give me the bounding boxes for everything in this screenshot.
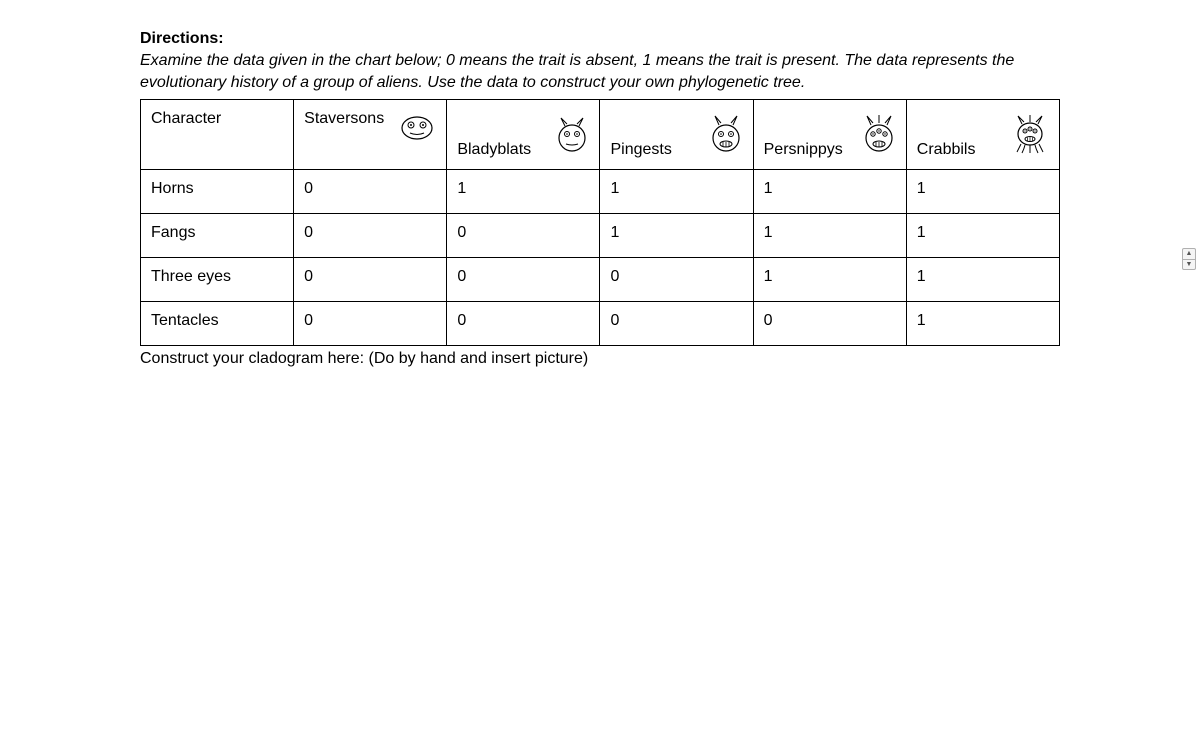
trait-value: 0 bbox=[600, 258, 753, 302]
column-label: Character bbox=[151, 110, 221, 128]
trait-value: 1 bbox=[600, 170, 753, 214]
trait-value: 0 bbox=[753, 302, 906, 346]
header-cell-character: Character bbox=[141, 100, 294, 170]
trait-value: 0 bbox=[600, 302, 753, 346]
pingests-icon bbox=[709, 114, 743, 159]
bladyblats-icon bbox=[555, 116, 589, 159]
trait-value: 0 bbox=[447, 258, 600, 302]
crabbils-icon bbox=[1011, 114, 1049, 159]
trait-value: 1 bbox=[906, 214, 1059, 258]
trait-value: 0 bbox=[294, 214, 447, 258]
column-label: Crabbils bbox=[917, 141, 976, 159]
column-label: Pingests bbox=[610, 141, 671, 159]
column-label: Staversons bbox=[304, 110, 384, 128]
trait-value: 1 bbox=[753, 258, 906, 302]
number-stepper[interactable]: ▲ ▼ bbox=[1182, 248, 1196, 270]
trait-label: Horns bbox=[141, 170, 294, 214]
stepper-down-icon[interactable]: ▼ bbox=[1183, 260, 1195, 270]
trait-value: 0 bbox=[294, 170, 447, 214]
trait-value: 0 bbox=[294, 302, 447, 346]
column-label: Bladyblats bbox=[457, 141, 531, 159]
directions-body: Examine the data given in the chart belo… bbox=[140, 50, 1060, 93]
persnippys-icon bbox=[862, 114, 896, 159]
table-row: Three eyes 0 0 0 1 1 bbox=[141, 258, 1060, 302]
trait-value: 1 bbox=[447, 170, 600, 214]
trait-value: 1 bbox=[906, 258, 1059, 302]
header-cell-staversons: Staversons bbox=[294, 100, 447, 170]
stepper-up-icon[interactable]: ▲ bbox=[1183, 249, 1195, 260]
trait-value: 0 bbox=[294, 258, 447, 302]
table-row: Fangs 0 0 1 1 1 bbox=[141, 214, 1060, 258]
directions-heading: Directions: bbox=[140, 30, 1060, 48]
trait-value: 1 bbox=[753, 214, 906, 258]
trait-value: 1 bbox=[906, 170, 1059, 214]
header-cell-persnippys: Persnippys bbox=[753, 100, 906, 170]
trait-label: Fangs bbox=[141, 214, 294, 258]
cladogram-instruction: Construct your cladogram here: (Do by ha… bbox=[140, 350, 1060, 368]
table-row: Tentacles 0 0 0 0 1 bbox=[141, 302, 1060, 346]
trait-value: 1 bbox=[906, 302, 1059, 346]
header-cell-bladyblats: Bladyblats bbox=[447, 100, 600, 170]
trait-label: Tentacles bbox=[141, 302, 294, 346]
column-label: Persnippys bbox=[764, 141, 843, 159]
header-cell-pingests: Pingests bbox=[600, 100, 753, 170]
trait-label: Three eyes bbox=[141, 258, 294, 302]
trait-table: Character Staversons bbox=[140, 99, 1060, 346]
trait-value: 0 bbox=[447, 214, 600, 258]
header-cell-crabbils: Crabbils bbox=[906, 100, 1059, 170]
table-row: Horns 0 1 1 1 1 bbox=[141, 170, 1060, 214]
trait-value: 0 bbox=[447, 302, 600, 346]
staversons-icon bbox=[398, 110, 436, 145]
trait-value: 1 bbox=[600, 214, 753, 258]
table-header-row: Character Staversons bbox=[141, 100, 1060, 170]
trait-value: 1 bbox=[753, 170, 906, 214]
